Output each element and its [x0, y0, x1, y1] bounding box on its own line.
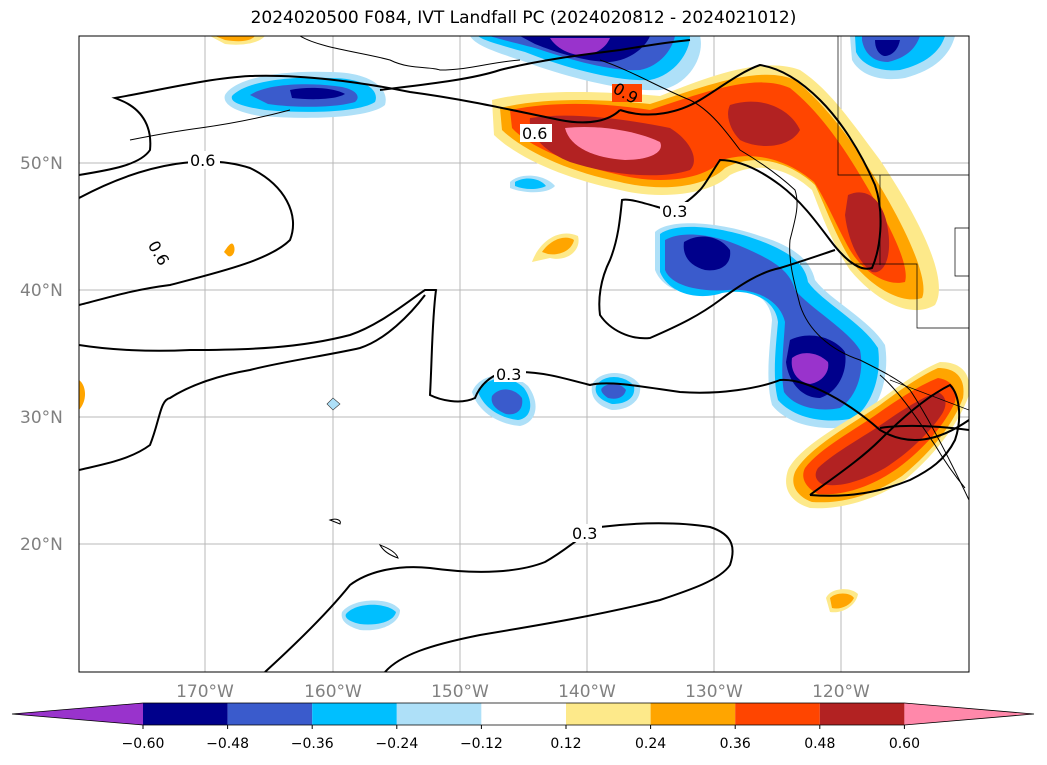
lon-label: 140°W: [558, 682, 616, 702]
axis-labels: 50°N 40°N 30°N 20°N 170°W 160°W 150°W 14…: [20, 154, 870, 702]
colorbar-swatch: [735, 703, 820, 725]
colorbar-tick-label: 0.36: [720, 736, 751, 752]
colorbar-swatch: [396, 703, 482, 725]
lon-label: 150°W: [431, 682, 489, 702]
pc-contours: [79, 39, 969, 672]
colorbar-tick-label: 0.12: [550, 736, 581, 752]
coastlines: [129, 36, 969, 559]
colorbar-extend-high: [904, 703, 1034, 725]
colorbar-tick-label: 0.24: [635, 736, 666, 752]
colorbar-tick-label: −0.12: [460, 736, 503, 752]
colorbar-tick-label: −0.60: [122, 736, 165, 752]
lat-label: 20°N: [20, 535, 63, 555]
lon-label: 120°W: [812, 682, 870, 702]
colorbar-tick-label: 0.60: [889, 736, 920, 752]
borders: [800, 36, 969, 411]
colorbar-tick-label: −0.36: [291, 736, 334, 752]
colorbar-swatch: [650, 703, 736, 725]
contour-label: 0.3: [572, 524, 597, 543]
lat-label: 30°N: [20, 408, 63, 428]
map-field: 0.6 0.6 0.6 0.9 0.3 0.3 0.3: [79, 36, 969, 672]
colorbar-swatch: [819, 703, 905, 725]
colorbar: −0.60 −0.48 −0.36 −0.24 −0.12 0.12 0.24 0.36 0.4…: [11, 702, 1035, 752]
map-title: 2024020500 F084, IVT Landfall PC (202402…: [250, 8, 797, 28]
lat-label: 50°N: [20, 154, 63, 174]
colorbar-swatch: [143, 703, 228, 725]
colorbar-extend-low: [12, 703, 143, 725]
colorbar-swatch: [312, 703, 397, 725]
lon-label: 130°W: [685, 682, 743, 702]
colorbar-swatch: [481, 703, 566, 725]
map-frame: [78, 35, 970, 673]
colorbar-tick-label: −0.48: [206, 736, 249, 752]
colorbar-tick-label: 0.48: [804, 736, 835, 752]
colorbar-tick-label: −0.24: [375, 736, 418, 752]
shading: [79, 36, 969, 631]
contour-label: 0.6: [190, 151, 215, 170]
colorbar-swatch: [566, 703, 651, 725]
contour-label: 0.3: [662, 202, 687, 221]
lat-label: 40°N: [20, 281, 63, 301]
colorbar-swatch: [227, 703, 313, 725]
contour-label: 0.6: [522, 124, 547, 143]
contour-label: 0.3: [496, 365, 521, 384]
contour-labels: 0.6 0.6 0.6 0.9 0.3 0.3 0.3: [142, 79, 692, 543]
lon-label: 170°W: [176, 682, 234, 702]
lon-label: 160°W: [304, 682, 362, 702]
